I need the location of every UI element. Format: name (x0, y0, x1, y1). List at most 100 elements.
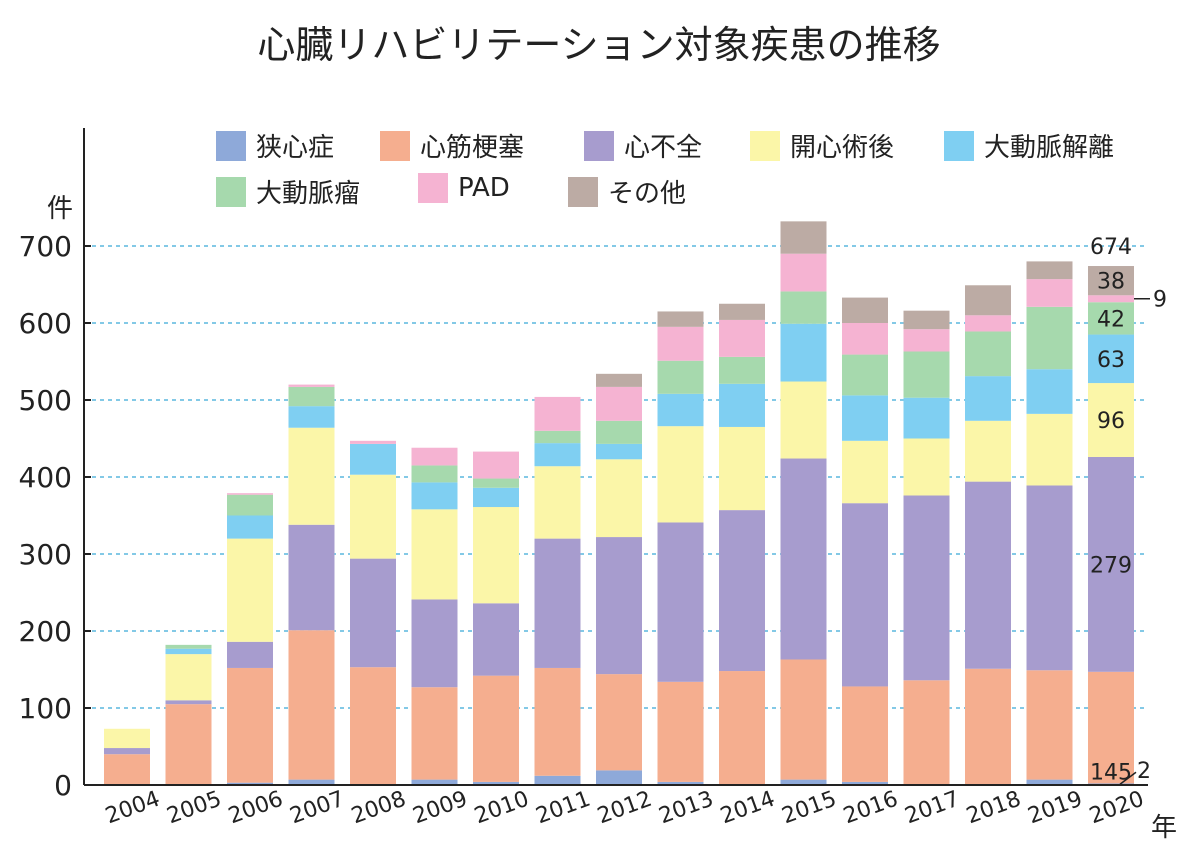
bar-segment (1026, 670, 1073, 780)
y-tick-label: 600 (19, 307, 72, 340)
x-axis-label: 年 (1151, 813, 1177, 843)
x-tick-label: 2007 (287, 787, 348, 830)
legend-item-狭心症: 狭心症 (216, 127, 334, 164)
bar-segment (411, 687, 458, 780)
bar-segment (903, 397, 950, 439)
bar-segment (780, 323, 827, 382)
bar-segment (1026, 279, 1073, 307)
bar-segment (288, 384, 335, 387)
bar-segment (534, 466, 581, 539)
bar-segment (965, 481, 1011, 669)
data-label: 145 (1090, 761, 1132, 786)
bar-segment (350, 558, 396, 668)
bar-segment (227, 782, 273, 785)
bar-segment (842, 503, 888, 687)
bar-segment (657, 681, 704, 782)
bar-segment (842, 440, 888, 504)
bar-segment (596, 770, 642, 785)
bar-segment (473, 507, 519, 604)
x-tick-label: 2020 (1086, 787, 1147, 830)
bar-segment (780, 381, 827, 459)
bar-segment (842, 395, 888, 441)
legend-item-心筋梗塞: 心筋梗塞 (380, 127, 524, 164)
y-tick-label: 500 (19, 384, 72, 417)
bar-segment (1026, 485, 1073, 671)
x-tick-label: 2009 (410, 787, 471, 830)
legend-item-大動脈瘤: 大動脈瘤 (216, 173, 360, 210)
x-tick-label: 2013 (656, 787, 717, 830)
bar-segment (104, 748, 150, 755)
legend-label: 開心術後 (790, 133, 895, 163)
bar-segment (903, 680, 950, 785)
bar-segment (288, 524, 335, 631)
y-tick-label: 200 (19, 615, 72, 648)
bar-segment (288, 779, 335, 785)
bar-segment (227, 515, 273, 539)
bar-segment (1026, 413, 1073, 486)
y-tick-label: 100 (19, 692, 72, 725)
bar-segment (1026, 779, 1073, 785)
bar-segment (534, 396, 581, 431)
chart-title: 心臓リハビリテーション対象疾患の推移 (257, 23, 941, 67)
bar-segment (719, 510, 765, 672)
bar-segment (657, 522, 704, 682)
bar-segment (473, 675, 519, 782)
x-tick-label: 2014 (717, 787, 778, 830)
bar-segment (534, 667, 581, 776)
bar-segment (903, 351, 950, 398)
bar-segment (227, 493, 273, 495)
data-label: 63 (1097, 348, 1125, 373)
bar-segment (227, 641, 273, 668)
bar-segment (780, 291, 827, 324)
bar-segment (903, 329, 950, 352)
bar-segment (596, 459, 642, 538)
bar-segment (288, 406, 335, 428)
bar-segment (350, 440, 396, 444)
bar-segment (104, 728, 150, 749)
bar-segment (842, 297, 888, 323)
bars (104, 221, 1134, 785)
bar-segment (842, 781, 888, 785)
bar-segment (596, 373, 642, 387)
legend-item-大動脈解離: 大動脈解離 (944, 127, 1114, 164)
bar-segment (1088, 266, 1134, 296)
data-label: 42 (1097, 307, 1125, 332)
bar-segment (227, 667, 273, 783)
legend-label: その他 (608, 179, 687, 209)
y-tick-label: 0 (54, 769, 72, 802)
bar-segment (596, 674, 642, 771)
annotations: 674 38 9 42 63 96 279 145 2 (1090, 235, 1167, 786)
bar-segment (1026, 306, 1073, 370)
bar-segment (780, 458, 827, 660)
bar-segment (411, 509, 458, 600)
x-tick-label: 2010 (471, 787, 532, 830)
bar-segment (1026, 369, 1073, 414)
legend-label: 心筋梗塞 (420, 133, 525, 163)
x-tick-label: 2017 (902, 787, 963, 830)
bar-segment (473, 603, 519, 676)
bar-segment (411, 447, 458, 466)
bar-segment (842, 686, 888, 782)
legend-label: 大動脈瘤 (256, 179, 361, 209)
data-label: 9 (1153, 288, 1167, 313)
bar-segment (657, 393, 704, 427)
legend-swatch (216, 130, 246, 161)
bar-segment (165, 644, 212, 649)
bar-segment (288, 427, 335, 525)
bar-segment (657, 326, 704, 361)
bar-segment (719, 671, 765, 785)
data-label: 674 (1090, 235, 1132, 260)
bar-segment (596, 420, 642, 444)
legend-swatch (418, 173, 448, 203)
bar-segment (719, 303, 765, 320)
bar-segment (1088, 671, 1134, 784)
bar-segment (780, 659, 827, 780)
bar-segment (1088, 456, 1134, 672)
data-label: 2 (1137, 759, 1151, 784)
legend-swatch (568, 176, 598, 207)
bar-segment (903, 495, 950, 681)
legend-swatch (944, 130, 974, 161)
legend-swatch (216, 176, 246, 207)
legend-label: 狭心症 (256, 133, 335, 163)
bar-segment (534, 538, 581, 668)
